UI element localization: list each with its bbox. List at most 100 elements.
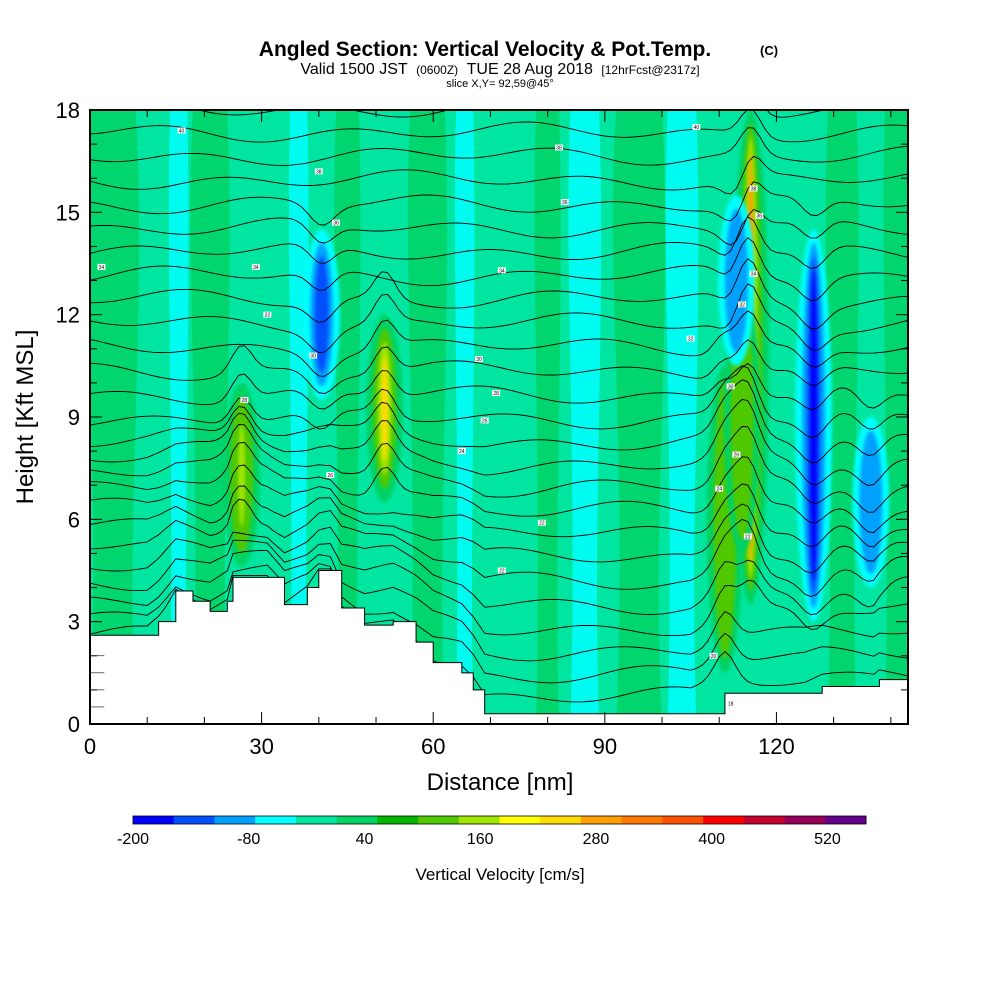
contour-label-text: 26 bbox=[327, 473, 333, 479]
contour-label: 30 bbox=[474, 356, 483, 363]
terrain bbox=[90, 570, 908, 724]
contour-label-text: 30 bbox=[310, 354, 316, 360]
theta-contour bbox=[196, 110, 908, 118]
weak-motion-band bbox=[534, 110, 561, 724]
colorbar-swatch bbox=[621, 816, 663, 824]
weak-motion-band bbox=[190, 110, 230, 724]
contour-label: 34 bbox=[97, 263, 106, 271]
colorbar-swatch bbox=[418, 816, 460, 824]
y-tick-label: 12 bbox=[56, 303, 80, 328]
colorbar-swatch bbox=[173, 816, 215, 824]
contour-label-background bbox=[314, 168, 323, 175]
theta-contour bbox=[90, 398, 908, 486]
contour-label-background bbox=[686, 335, 695, 342]
contour-label-background bbox=[715, 485, 724, 492]
contour-label: 30 bbox=[309, 352, 318, 360]
contour-label-background bbox=[755, 212, 764, 219]
x-tick-label: 120 bbox=[758, 734, 795, 759]
colorbar-swatch bbox=[499, 816, 541, 824]
valid-prefix: Valid 1500 JST bbox=[300, 61, 408, 78]
contour-label: 36 bbox=[560, 199, 569, 206]
contour-label: 34 bbox=[497, 267, 506, 274]
contour-label-text: 28 bbox=[242, 398, 248, 404]
theta-contour bbox=[90, 181, 908, 226]
contour-label-background bbox=[709, 652, 718, 659]
contour-label: 24 bbox=[457, 448, 466, 455]
colorbar-swatch bbox=[214, 816, 256, 824]
contour-label-background bbox=[331, 219, 340, 226]
contour-label-background bbox=[497, 567, 506, 574]
y-tick-label: 18 bbox=[56, 98, 80, 123]
updraft-core bbox=[238, 423, 246, 527]
theta-contour bbox=[90, 464, 908, 548]
contour-label-text: 22 bbox=[539, 521, 545, 527]
contour-label: 26 bbox=[326, 471, 335, 479]
theta-contour bbox=[90, 563, 908, 684]
contour-label: 30 bbox=[726, 383, 735, 390]
contour-label: 32 bbox=[738, 301, 747, 308]
theta-contour bbox=[90, 485, 908, 574]
y-tick-label: 9 bbox=[68, 405, 80, 430]
contour-label-background bbox=[251, 263, 260, 270]
contour-label-text: 28 bbox=[493, 391, 499, 397]
theta-contour bbox=[90, 498, 908, 597]
theta-contour bbox=[90, 362, 908, 410]
chart-title: Angled Section: Vertical Velocity & Pot.… bbox=[259, 38, 711, 61]
contour-label-text: 26 bbox=[482, 418, 488, 424]
potential-temperature-contours bbox=[90, 110, 908, 703]
contour-label: 28 bbox=[492, 390, 501, 397]
contour-label-text: 36 bbox=[756, 214, 762, 220]
colorbar-swatch bbox=[133, 816, 175, 824]
contour-label-background bbox=[309, 352, 318, 359]
contour-label-background bbox=[240, 396, 249, 403]
valid-time-line: Valid 1500 JST (0600Z) TUE 28 Aug 2018 [… bbox=[300, 61, 699, 78]
contour-label-background bbox=[560, 199, 569, 206]
contour-label: 32 bbox=[263, 311, 272, 319]
contour-label: 40 bbox=[692, 124, 701, 131]
theta-contour bbox=[90, 310, 908, 377]
contour-label-text: 30 bbox=[728, 384, 734, 390]
colorbar-title: Vertical Velocity [cm/s] bbox=[415, 865, 584, 884]
contour-label-background bbox=[497, 267, 506, 274]
colorbar-swatch bbox=[825, 816, 867, 824]
theta-contour bbox=[90, 208, 908, 246]
contour-label-text: 22 bbox=[745, 534, 751, 540]
title-unit: (C) bbox=[760, 43, 778, 58]
colorbar-swatch bbox=[377, 816, 419, 824]
contour-label-background bbox=[326, 471, 335, 478]
theta-contour bbox=[90, 283, 908, 354]
contour-label: 38 bbox=[555, 144, 564, 152]
contour-label-background bbox=[726, 383, 735, 390]
contour-label-text: 32 bbox=[688, 337, 694, 343]
theta-contour bbox=[90, 155, 908, 195]
contour-label-text: 34 bbox=[499, 268, 505, 274]
x-axis: 0 30 60 90 120 bbox=[84, 110, 892, 759]
contour-label-text: 36 bbox=[333, 221, 339, 227]
contour-label-text: 40 bbox=[694, 125, 700, 131]
colorbar-swatch bbox=[295, 816, 338, 824]
colorbar-swatch bbox=[784, 816, 826, 824]
theta-contour bbox=[90, 424, 908, 513]
y-tick-label: 6 bbox=[68, 507, 80, 532]
contour-label-background bbox=[97, 263, 106, 270]
colorbar-swatch bbox=[703, 816, 745, 824]
y-axis-title: Height [Kft MSL] bbox=[12, 330, 39, 505]
contour-label-text: 34 bbox=[99, 265, 105, 271]
contour-label-text: 38 bbox=[751, 186, 757, 192]
contour-label: 20 bbox=[709, 652, 718, 660]
contour-label-background bbox=[480, 417, 489, 424]
contour-label: 24 bbox=[715, 485, 724, 493]
colorbar bbox=[132, 815, 867, 825]
contour-label-text: 22 bbox=[499, 569, 505, 575]
weak-motion-band bbox=[883, 110, 908, 724]
contour-label-text: 38 bbox=[556, 146, 562, 152]
colorbar-swatch bbox=[540, 816, 582, 824]
contour-label-background bbox=[726, 700, 735, 707]
contour-label-background bbox=[492, 390, 501, 397]
contour-label-background bbox=[692, 124, 701, 131]
contour-label: 38 bbox=[314, 168, 323, 175]
colorbar-swatch bbox=[458, 816, 500, 824]
colorbar-tick-labels: -200 -80 40 160 280 400 520 bbox=[117, 831, 841, 848]
contour-label-text: 34 bbox=[751, 272, 757, 278]
